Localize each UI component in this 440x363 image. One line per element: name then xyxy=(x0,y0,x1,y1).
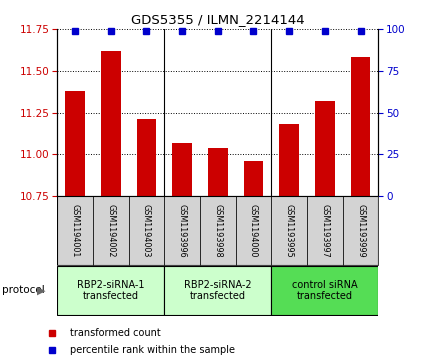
Text: transformed count: transformed count xyxy=(70,328,161,338)
Bar xyxy=(236,196,271,265)
Bar xyxy=(208,148,227,196)
Bar xyxy=(315,101,335,196)
Bar xyxy=(343,196,378,265)
Text: GSM1194001: GSM1194001 xyxy=(70,204,80,257)
Text: GSM1193995: GSM1193995 xyxy=(285,204,293,257)
Text: GSM1193997: GSM1193997 xyxy=(320,204,330,257)
Text: GSM1194003: GSM1194003 xyxy=(142,204,151,257)
Bar xyxy=(172,143,192,196)
Text: GSM1194002: GSM1194002 xyxy=(106,204,115,257)
Bar xyxy=(279,124,299,196)
Text: GSM1194000: GSM1194000 xyxy=(249,204,258,257)
Text: control siRNA
transfected: control siRNA transfected xyxy=(292,280,358,301)
Bar xyxy=(101,51,121,196)
Bar xyxy=(65,91,85,196)
Bar xyxy=(128,196,164,265)
Bar xyxy=(164,196,200,265)
Title: GDS5355 / ILMN_2214144: GDS5355 / ILMN_2214144 xyxy=(131,13,304,26)
Text: RBP2-siRNA-1
transfected: RBP2-siRNA-1 transfected xyxy=(77,280,144,301)
Bar xyxy=(307,196,343,265)
Text: percentile rank within the sample: percentile rank within the sample xyxy=(70,345,235,355)
Bar xyxy=(244,161,263,196)
Text: GSM1193998: GSM1193998 xyxy=(213,204,222,257)
Bar xyxy=(93,196,128,265)
Bar xyxy=(200,196,236,265)
Bar xyxy=(164,266,271,315)
Text: protocol: protocol xyxy=(2,285,45,295)
Bar xyxy=(271,196,307,265)
Bar xyxy=(271,266,378,315)
Text: ▶: ▶ xyxy=(37,285,45,295)
Text: GSM1193999: GSM1193999 xyxy=(356,204,365,257)
Bar xyxy=(136,119,156,196)
Text: RBP2-siRNA-2
transfected: RBP2-siRNA-2 transfected xyxy=(184,280,252,301)
Text: GSM1193996: GSM1193996 xyxy=(178,204,187,257)
Bar xyxy=(351,57,370,196)
Bar xyxy=(57,266,164,315)
Bar xyxy=(57,196,93,265)
